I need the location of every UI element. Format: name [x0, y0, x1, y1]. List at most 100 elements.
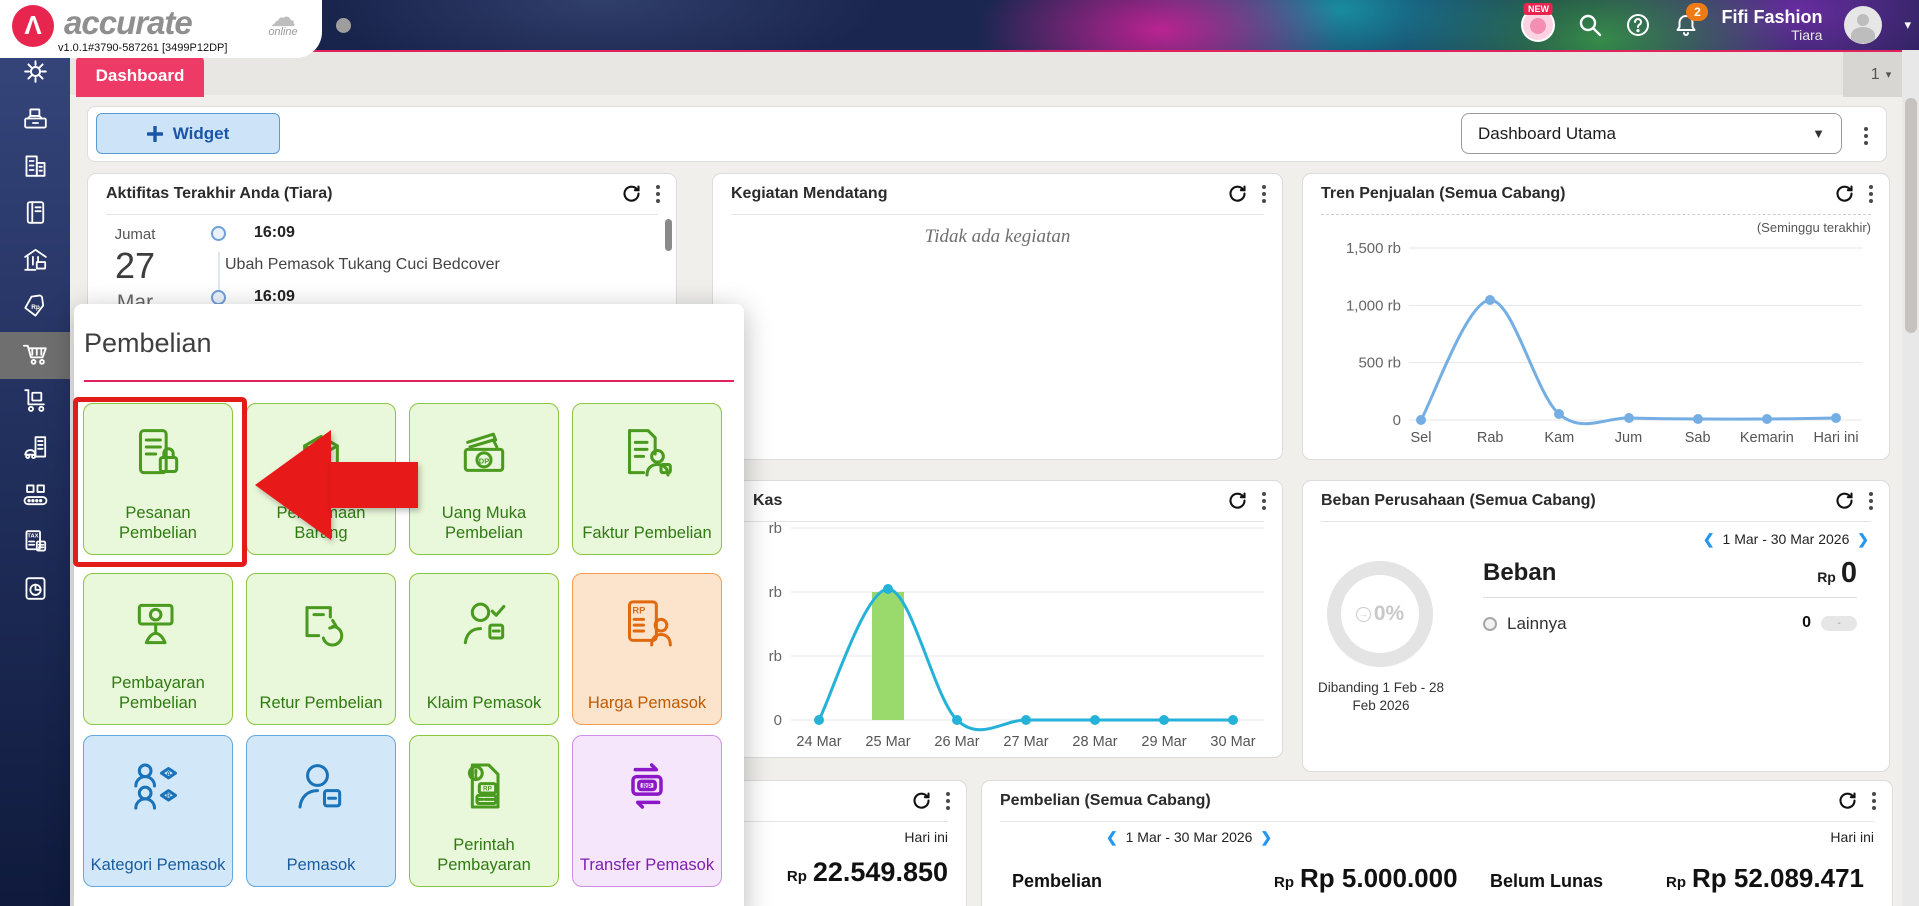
date-range-nav: ❮ 1 Mar - 30 Mar 2026 ❯	[1102, 829, 1276, 846]
activity-text[interactable]: Ubah Pemasok Tukang Cuci Bedcover	[225, 256, 500, 273]
tile-perintah-pembayaran[interactable]: RP Perintah Pembayaran	[409, 735, 559, 887]
svg-text:1,500 rb: 1,500 rb	[1346, 240, 1401, 257]
svg-text:Rab: Rab	[1477, 430, 1504, 446]
sidebar-item-conveyor[interactable]	[0, 473, 70, 520]
gear-icon	[20, 56, 51, 92]
search-icon[interactable]	[1577, 12, 1603, 38]
sidebar-item-warehouse[interactable]	[0, 238, 70, 285]
notifications-bell-icon[interactable]: 2	[1673, 3, 1709, 38]
svg-text:B: B	[166, 793, 171, 800]
tile-pemasok[interactable]: Pemasok	[246, 735, 396, 887]
activity-date-block: Jumat 27 Mar	[114, 226, 156, 314]
activity-time: 16:09	[254, 288, 295, 305]
widget-scrollbar[interactable]	[665, 219, 672, 251]
sidebar-item-cash-register[interactable]	[0, 97, 70, 144]
expense-amount: Rp 0	[1817, 557, 1857, 589]
refresh-icon[interactable]	[1227, 183, 1248, 204]
sidebar-item-pie-report[interactable]	[0, 567, 70, 614]
sidebar-item-tax-document[interactable]: TAX	[0, 520, 70, 567]
kebab-menu-icon[interactable]	[1869, 490, 1875, 511]
total-amount: Rp 22.549.850	[786, 857, 948, 887]
dashboard-select[interactable]: Dashboard Utama ▼	[1461, 113, 1842, 154]
notification-count-badge: 2	[1686, 3, 1709, 21]
svg-text:Sel: Sel	[1411, 430, 1432, 446]
widget-title: Aktifitas Terakhir Anda (Tiara)	[106, 185, 333, 202]
next-range-icon[interactable]: ❯	[1857, 531, 1869, 547]
widget-title: Kas	[753, 492, 783, 509]
svg-text:RP: RP	[642, 783, 652, 790]
sidebar-item-cart[interactable]	[0, 332, 70, 379]
tile-retur-pembelian[interactable]: Retur Pembelian	[246, 573, 396, 725]
legend-dot-icon	[1483, 617, 1497, 631]
kebab-menu-icon[interactable]	[1262, 183, 1268, 204]
down-payment-icon: DP	[456, 426, 512, 482]
tile-label: Pesanan Pembelian	[119, 503, 197, 543]
widget-purchase: Pembelian (Semua Cabang) ❮ 1 Mar - 30 Ma…	[981, 780, 1893, 906]
purchase-invoice-icon	[619, 426, 675, 482]
sidebar-nav: Rp TAX	[0, 50, 70, 906]
prev-range-icon[interactable]: ❮	[1702, 531, 1715, 547]
tile-harga-pemasok[interactable]: RP Harga Pemasok	[572, 573, 722, 725]
user-menu-chevron-icon[interactable]: ▾	[1904, 17, 1911, 32]
svg-text:28 Mar: 28 Mar	[1072, 734, 1117, 750]
prev-range-icon[interactable]: ❮	[1106, 829, 1118, 845]
sidebar-item-price-tag-rp[interactable]: Rp	[0, 285, 70, 332]
svg-text:rb: rb	[769, 520, 782, 537]
sidebar-item-asset-building[interactable]	[0, 426, 70, 473]
kebab-menu-icon[interactable]	[1262, 490, 1268, 511]
sidebar-item-buildings[interactable]	[0, 144, 70, 191]
kebab-menu-icon[interactable]	[946, 790, 952, 811]
widget-title: Tren Penjualan (Semua Cabang)	[1321, 185, 1566, 202]
widget-expense: Beban Perusahaan (Semua Cabang) ❮ 1 Mar …	[1302, 480, 1890, 772]
add-widget-button[interactable]: Widget	[96, 113, 280, 154]
kebab-menu-icon[interactable]	[656, 183, 662, 204]
red-arrow-annotation-body	[330, 462, 418, 508]
trolley-icon	[20, 385, 51, 421]
help-icon[interactable]	[1625, 12, 1651, 38]
tab-dashboard[interactable]: Dashboard	[76, 55, 204, 97]
refresh-icon[interactable]	[1837, 790, 1858, 811]
tile-label: Pemasok	[286, 856, 356, 875]
payment-order-icon: RP	[456, 758, 512, 814]
tile-faktur-pembelian[interactable]: Faktur Pembelian	[572, 403, 722, 555]
refresh-icon[interactable]	[621, 183, 642, 204]
accurate-logo-icon: Λ	[12, 5, 54, 47]
refresh-icon[interactable]	[1834, 490, 1855, 511]
kebab-menu-icon[interactable]	[1872, 790, 1878, 811]
tab-bar: Dashboard 1 ▾	[0, 50, 1919, 97]
widget-upcoming-events: Kegiatan Mendatang Tidak ada kegiatan	[712, 173, 1283, 460]
refresh-icon[interactable]	[911, 790, 932, 811]
sidebar-item-gear[interactable]	[0, 50, 70, 97]
sidebar-item-book[interactable]	[0, 191, 70, 238]
svg-text:Jum: Jum	[1615, 430, 1642, 446]
svg-text:rb: rb	[769, 648, 782, 665]
tile-transfer-pemasok[interactable]: RP Transfer Pemasok	[572, 735, 722, 887]
toolbar-kebab-menu[interactable]	[1864, 125, 1870, 146]
price-tag-rp-icon: Rp	[20, 291, 51, 327]
whats-new-avatar-icon[interactable]: NEW	[1521, 3, 1556, 42]
sidebar-item-trolley[interactable]	[0, 379, 70, 426]
refresh-icon[interactable]	[1834, 183, 1855, 204]
svg-text:RP: RP	[632, 606, 645, 616]
popup-title: Pembelian	[84, 328, 212, 358]
user-avatar[interactable]	[1844, 6, 1883, 44]
next-range-icon[interactable]: ❯	[1260, 829, 1273, 845]
tile-pesanan-pembelian[interactable]: Pesanan Pembelian	[83, 403, 233, 555]
tile-pembayaran-pembelian[interactable]: Pembayaran Pembelian	[83, 573, 233, 725]
book-icon	[20, 197, 51, 233]
refresh-icon[interactable]	[1227, 490, 1248, 511]
widget-kas: Kas rb rb rb 0 24 Mar 25 Mar 26 Mar 27 Mar 28 Ma…	[712, 480, 1283, 758]
svg-text:Kemarin: Kemarin	[1740, 430, 1794, 446]
expense-row-lainnya[interactable]: Lainnya 0 -	[1483, 613, 1857, 637]
supplier-transfer-icon: RP	[619, 758, 675, 814]
kebab-menu-icon[interactable]	[1869, 183, 1875, 204]
mini-bar-pill: -	[1821, 616, 1857, 631]
purchase-payment-icon	[130, 596, 186, 652]
page-scrollbar-thumb[interactable]	[1905, 98, 1917, 333]
tile-klaim-pemasok[interactable]: Klaim Pemasok	[409, 573, 559, 725]
brand-name: accurate	[64, 4, 193, 41]
trend-period-note: (Seminggu terakhir)	[1756, 220, 1871, 235]
svg-text:30 Mar: 30 Mar	[1210, 734, 1255, 750]
tile-uang-muka-pembelian[interactable]: DP Uang Muka Pembelian	[409, 403, 559, 555]
